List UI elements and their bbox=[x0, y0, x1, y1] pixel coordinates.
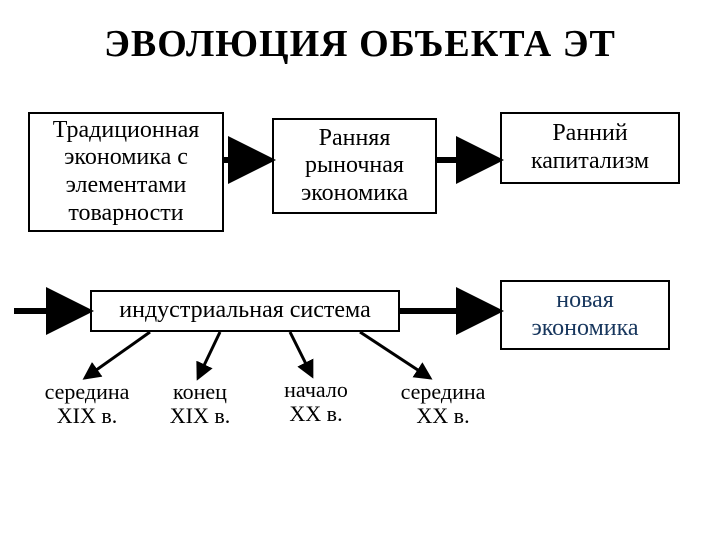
period-early-20: начало ХХ в. bbox=[266, 378, 366, 426]
period-label: конец XIX в. bbox=[170, 379, 231, 428]
node-new-economy: новая экономика bbox=[500, 280, 670, 350]
node-label: Традиционная экономика с элементами това… bbox=[36, 117, 216, 227]
node-label: Ранняя рыночная экономика bbox=[280, 125, 429, 208]
node-traditional: Традиционная экономика с элементами това… bbox=[28, 112, 224, 232]
period-label: начало ХХ в. bbox=[284, 377, 348, 426]
node-industrial: индустриальная система bbox=[90, 290, 400, 332]
node-label: индустриальная система bbox=[119, 297, 370, 325]
period-label: середина ХХ в. bbox=[401, 379, 486, 428]
node-early-capitalism: Ранний капитализм bbox=[500, 112, 680, 184]
diagram-canvas: ЭВОЛЮЦИЯ ОБЪЕКТА ЭТ Традиционная экономи… bbox=[0, 0, 720, 540]
arrow-sub bbox=[198, 332, 220, 378]
arrow-sub bbox=[85, 332, 150, 378]
period-label: середина XIX в. bbox=[45, 379, 130, 428]
arrow-sub bbox=[290, 332, 312, 376]
period-mid-20: середина ХХ в. bbox=[388, 380, 498, 428]
period-end-19: конец XIX в. bbox=[155, 380, 245, 428]
arrow-sub bbox=[360, 332, 430, 378]
node-label: новая экономика bbox=[508, 287, 662, 342]
diagram-title: ЭВОЛЮЦИЯ ОБЪЕКТА ЭТ bbox=[0, 22, 720, 66]
node-label: Ранний капитализм bbox=[508, 120, 672, 175]
node-early-market: Ранняя рыночная экономика bbox=[272, 118, 437, 214]
arrows-layer bbox=[0, 0, 720, 540]
period-mid-19: середина XIX в. bbox=[32, 380, 142, 428]
